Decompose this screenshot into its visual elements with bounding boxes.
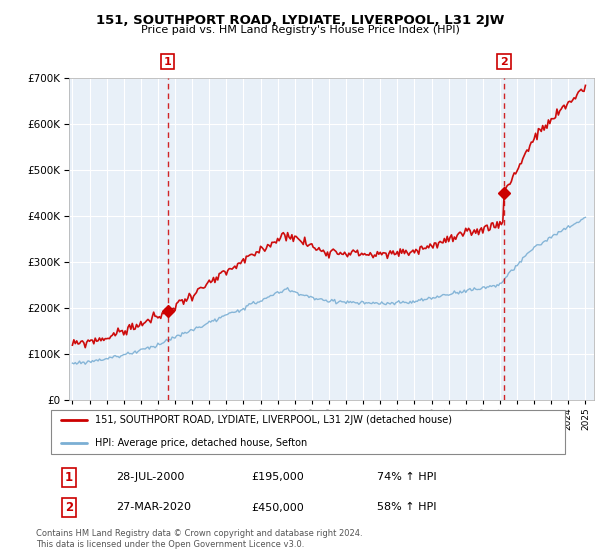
Text: 151, SOUTHPORT ROAD, LYDIATE, LIVERPOOL, L31 2JW: 151, SOUTHPORT ROAD, LYDIATE, LIVERPOOL,… [96,14,504,27]
Text: 151, SOUTHPORT ROAD, LYDIATE, LIVERPOOL, L31 2JW (detached house): 151, SOUTHPORT ROAD, LYDIATE, LIVERPOOL,… [95,416,452,426]
Text: 58% ↑ HPI: 58% ↑ HPI [377,502,436,512]
Text: 28-JUL-2000: 28-JUL-2000 [116,472,184,482]
Text: 1: 1 [65,471,73,484]
Text: 74% ↑ HPI: 74% ↑ HPI [377,472,436,482]
Text: Contains HM Land Registry data © Crown copyright and database right 2024.
This d: Contains HM Land Registry data © Crown c… [36,529,362,549]
Text: 1: 1 [164,57,172,67]
FancyBboxPatch shape [50,409,565,454]
Text: 2: 2 [500,57,508,67]
Text: £195,000: £195,000 [251,472,304,482]
Text: £450,000: £450,000 [251,502,304,512]
Text: 27-MAR-2020: 27-MAR-2020 [116,502,191,512]
Text: 2: 2 [65,501,73,514]
Text: Price paid vs. HM Land Registry's House Price Index (HPI): Price paid vs. HM Land Registry's House … [140,25,460,35]
Text: HPI: Average price, detached house, Sefton: HPI: Average price, detached house, Seft… [95,438,307,448]
